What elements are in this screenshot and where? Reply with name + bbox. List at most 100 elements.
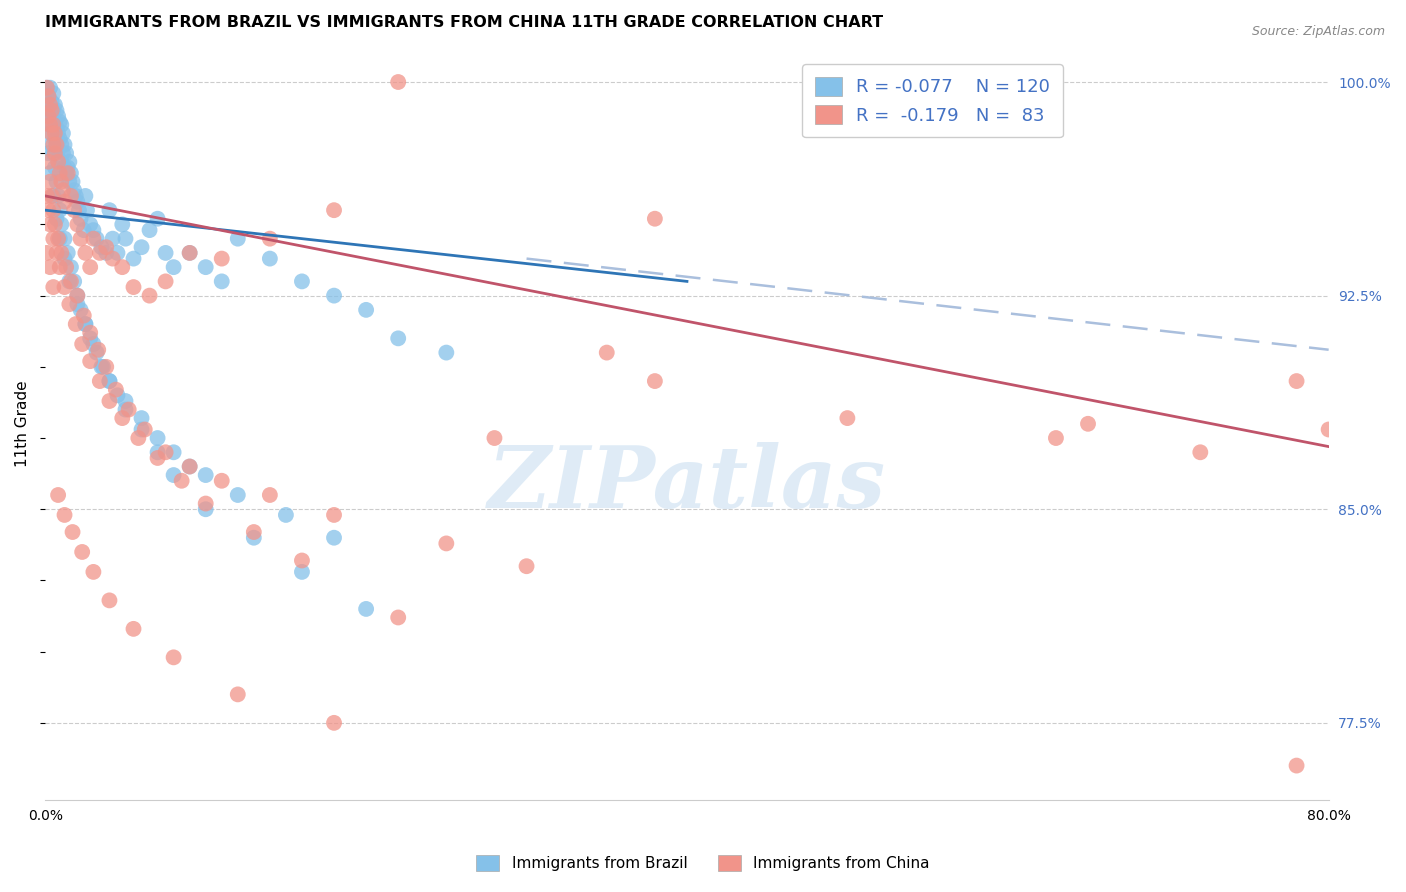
Point	[291, 274, 314, 288]
Point	[66, 297, 89, 311]
Point	[162, 260, 184, 274]
Point	[194, 468, 217, 483]
Point	[41, 137, 63, 152]
Point	[35, 80, 58, 95]
Point	[46, 488, 69, 502]
Point	[596, 345, 619, 359]
Point	[111, 218, 134, 232]
Point	[53, 508, 76, 522]
Point	[63, 203, 86, 218]
Point	[79, 326, 101, 340]
Point	[55, 146, 77, 161]
Point	[75, 246, 97, 260]
Point	[323, 531, 346, 545]
Point	[101, 232, 124, 246]
Point	[37, 89, 59, 103]
Point	[62, 524, 84, 539]
Point	[1077, 417, 1099, 431]
Point	[131, 240, 153, 254]
Point	[37, 146, 59, 161]
Point	[37, 97, 59, 112]
Point	[53, 194, 76, 209]
Point	[48, 232, 70, 246]
Point	[226, 232, 249, 246]
Point	[56, 166, 79, 180]
Point	[46, 189, 69, 203]
Point	[45, 246, 67, 260]
Point	[58, 154, 80, 169]
Point	[323, 288, 346, 302]
Point	[41, 189, 63, 203]
Point	[387, 610, 409, 624]
Point	[48, 115, 70, 129]
Point	[114, 232, 136, 246]
Point	[226, 687, 249, 701]
Point	[96, 359, 118, 374]
Point	[155, 274, 177, 288]
Point	[122, 622, 145, 636]
Point	[515, 559, 537, 574]
Point	[48, 166, 70, 180]
Point	[44, 97, 66, 112]
Point	[48, 203, 70, 218]
Point	[434, 345, 457, 359]
Point	[79, 218, 101, 232]
Point	[131, 411, 153, 425]
Point	[79, 331, 101, 345]
Point	[45, 137, 67, 152]
Point	[42, 232, 65, 246]
Point	[37, 109, 59, 123]
Point	[46, 126, 69, 140]
Point	[243, 531, 266, 545]
Point	[35, 189, 58, 203]
Point	[79, 354, 101, 368]
Point	[45, 120, 67, 135]
Point	[63, 183, 86, 197]
Point	[91, 359, 114, 374]
Point	[39, 175, 62, 189]
Point	[259, 488, 281, 502]
Point	[127, 431, 149, 445]
Point	[98, 374, 121, 388]
Point	[76, 203, 98, 218]
Point	[70, 545, 93, 559]
Point	[179, 459, 201, 474]
Point	[51, 246, 73, 260]
Point	[98, 203, 121, 218]
Point	[46, 232, 69, 246]
Point	[96, 246, 118, 260]
Point	[55, 166, 77, 180]
Point	[79, 260, 101, 274]
Point	[41, 126, 63, 140]
Point	[37, 203, 59, 218]
Point	[387, 75, 409, 89]
Point	[644, 211, 666, 226]
Text: IMMIGRANTS FROM BRAZIL VS IMMIGRANTS FROM CHINA 11TH GRADE CORRELATION CHART: IMMIGRANTS FROM BRAZIL VS IMMIGRANTS FRO…	[45, 15, 883, 30]
Point	[155, 445, 177, 459]
Legend: Immigrants from Brazil, Immigrants from China: Immigrants from Brazil, Immigrants from …	[471, 849, 935, 877]
Point	[53, 137, 76, 152]
Point	[434, 536, 457, 550]
Point	[291, 565, 314, 579]
Point	[42, 120, 65, 135]
Point	[52, 183, 75, 197]
Point	[86, 345, 108, 359]
Point	[1189, 445, 1212, 459]
Point	[837, 411, 859, 425]
Point	[70, 337, 93, 351]
Point	[146, 450, 169, 465]
Point	[259, 232, 281, 246]
Point	[89, 374, 111, 388]
Point	[323, 715, 346, 730]
Point	[51, 137, 73, 152]
Point	[42, 189, 65, 203]
Point	[354, 602, 377, 616]
Point	[45, 137, 67, 152]
Point	[48, 260, 70, 274]
Point	[46, 144, 69, 158]
Point	[211, 274, 233, 288]
Point	[259, 252, 281, 266]
Point	[39, 218, 62, 232]
Point	[53, 280, 76, 294]
Point	[44, 115, 66, 129]
